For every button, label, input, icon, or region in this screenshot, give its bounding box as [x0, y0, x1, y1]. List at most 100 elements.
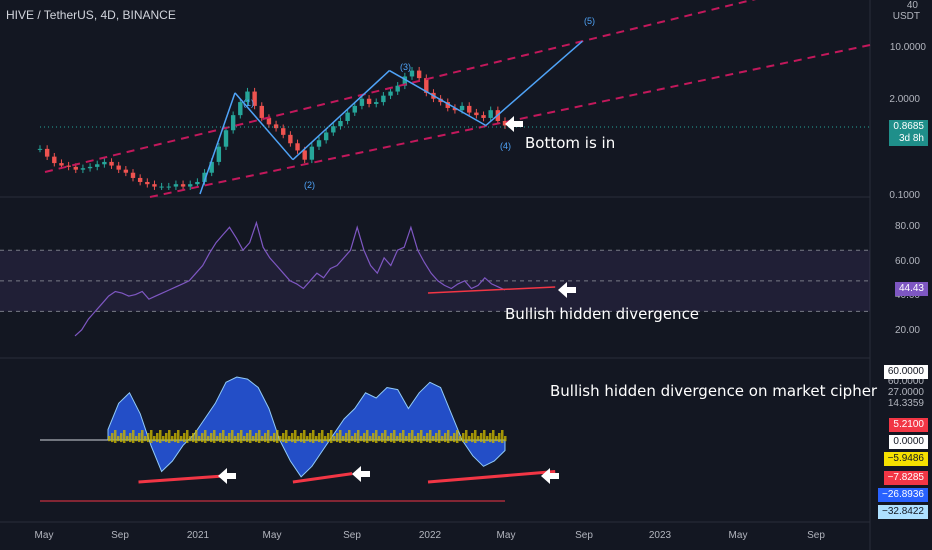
mc-money-flow-bar — [402, 430, 405, 443]
mc-money-flow-bar — [489, 433, 492, 443]
mc-tag: 5.2100 — [889, 418, 928, 432]
mc-money-flow-bar — [267, 430, 270, 443]
mc-money-flow-bar — [243, 436, 246, 442]
candle-body — [345, 112, 350, 121]
mc-money-flow-bar — [306, 436, 309, 442]
mc-money-flow-bar — [288, 436, 291, 442]
mc-money-flow-bar — [132, 430, 135, 443]
x-tick-label: 2021 — [186, 530, 210, 541]
candle-body — [452, 107, 458, 111]
mc-money-flow-bar — [195, 430, 198, 443]
mc-money-flow-bar — [354, 433, 357, 443]
rsi-line — [74, 220, 506, 337]
mc-money-flow-bar — [183, 433, 186, 443]
y-tick-label: 2.0000 — [889, 94, 920, 105]
axis-top-label: 40 — [906, 0, 918, 11]
mc-money-flow-bar — [270, 436, 273, 442]
mc-money-flow-bar — [315, 436, 318, 442]
candle-body — [145, 181, 150, 185]
mc-money-flow-bar — [396, 436, 399, 442]
mc-money-flow-bar — [375, 430, 378, 443]
candle-body — [338, 121, 343, 127]
annotations-layer — [218, 116, 576, 484]
mc-money-flow-bar — [363, 433, 366, 443]
candle-body — [259, 105, 264, 118]
mc-money-flow-bar — [171, 436, 174, 442]
candle-body — [416, 70, 422, 79]
candle-body — [152, 184, 157, 187]
mc-money-flow-bar — [408, 433, 411, 443]
mc-tag: −26.8936 — [878, 488, 928, 502]
candle-body — [173, 184, 179, 187]
mc-money-flow-bar — [246, 433, 249, 443]
mc-money-flow-bar — [276, 430, 279, 443]
currency-label: USDT — [892, 11, 920, 22]
candle-body — [159, 186, 164, 188]
mc-money-flow-bar — [168, 430, 171, 443]
rsi-divergence-line — [427, 286, 556, 294]
mc-money-flow-bar — [318, 433, 321, 443]
candle-body — [66, 165, 71, 167]
price-pane[interactable] — [37, 0, 871, 198]
mc-money-flow-bar — [438, 430, 441, 443]
mc-money-flow-bar — [357, 430, 360, 443]
mc-money-flow-bar — [264, 433, 267, 443]
mc-money-flow-bar — [378, 436, 381, 442]
candle-body — [52, 156, 57, 164]
mc-money-flow-bar — [447, 430, 450, 443]
mc-money-flow-bar — [186, 430, 189, 443]
candle-body — [488, 110, 493, 118]
mc-money-flow-bar — [312, 430, 315, 443]
wave-line — [292, 70, 390, 161]
candle-body — [209, 161, 214, 173]
mc-money-flow-bar — [237, 433, 240, 443]
mc-money-flow-bar — [108, 436, 111, 442]
wave-line — [389, 69, 487, 127]
mc-money-flow-bar — [114, 430, 117, 443]
arrow-mc — [352, 466, 370, 482]
mc-money-flow-bar — [405, 436, 408, 442]
mc-money-flow-bar — [228, 433, 231, 443]
x-tick-label: May — [34, 530, 54, 541]
candle-body — [374, 102, 379, 104]
mc-money-flow-bar — [333, 436, 336, 442]
mc-money-flow-bar — [225, 436, 228, 442]
mc-money-flow-bar — [399, 433, 402, 443]
mc-money-flow-bar — [381, 433, 384, 443]
candle-body — [195, 181, 200, 185]
mc-money-flow-bar — [390, 433, 393, 443]
candle-body — [502, 121, 508, 126]
annotation-rsi-divergence: Bullish hidden divergence — [505, 305, 700, 323]
mc-money-flow-bar — [492, 430, 495, 443]
candle-body — [402, 76, 408, 86]
mc-money-flow-bar — [300, 433, 303, 443]
mc-money-flow-bar — [465, 430, 468, 443]
mc-money-flow-bar — [222, 430, 225, 443]
candle-body — [281, 128, 286, 135]
mc-tag: −32.8422 — [878, 505, 928, 519]
market-cipher-pane[interactable] — [40, 376, 556, 502]
candle-body — [388, 91, 393, 96]
mc-money-flow-bar — [393, 430, 396, 443]
mc-money-flow-bar — [339, 430, 342, 443]
mc-under-label: 60.0000 — [887, 376, 924, 387]
rsi-tick-label: 20.00 — [894, 325, 920, 336]
mc-money-flow-bar — [462, 433, 465, 443]
rsi-pane[interactable] — [0, 220, 870, 337]
mc-money-flow-bar — [192, 433, 195, 443]
rsi-value-tag: 44.43 — [894, 282, 928, 296]
wave-label: (2) — [304, 180, 315, 190]
rsi-tick-label: 60.00 — [894, 256, 920, 267]
wave-label: (5) — [584, 16, 595, 26]
candle-body — [37, 148, 43, 150]
mc-money-flow-bar — [144, 436, 147, 442]
mc-money-flow-bar — [426, 433, 429, 443]
candle-body — [409, 70, 415, 77]
candle-body — [302, 150, 307, 160]
candle-body — [216, 146, 222, 162]
candle-body — [352, 105, 357, 113]
mc-money-flow-bar — [429, 430, 432, 443]
x-tick-label: 2023 — [648, 530, 672, 541]
candle-body — [424, 78, 429, 93]
